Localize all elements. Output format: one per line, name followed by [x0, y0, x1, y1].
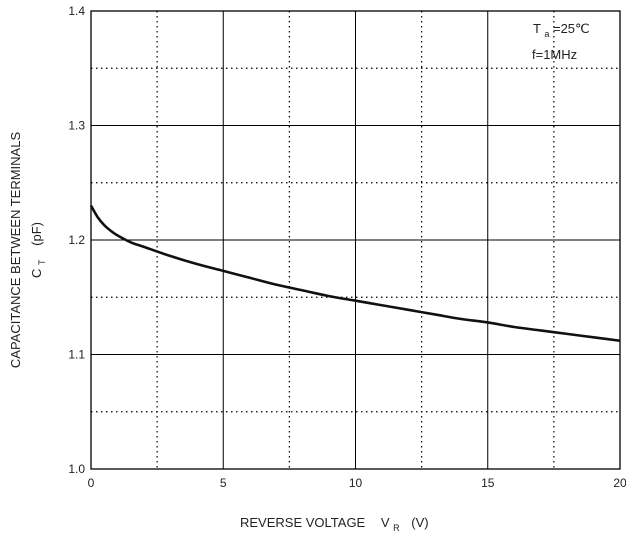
- x-tick-label: 20: [613, 476, 626, 490]
- minor-grid: [91, 11, 620, 469]
- x-tick-label: 10: [349, 476, 363, 490]
- condition-temperature: T a =25℃: [533, 21, 590, 40]
- x-tick-labels: 0 5 10 15 20: [88, 476, 626, 490]
- series-layer: [89, 205, 621, 343]
- y-axis-label: CAPACITANCE BETWEEN TERMINALS: [8, 132, 23, 369]
- y-tick-label: 1.2: [68, 233, 85, 247]
- x-tick-label: 5: [220, 476, 227, 490]
- x-tick-label: 0: [88, 476, 95, 490]
- condition-frequency: f=1MHz: [532, 47, 577, 62]
- series-line: [89, 205, 621, 343]
- y-tick-label: 1.0: [68, 462, 85, 476]
- plot-area-frame: [90, 10, 621, 470]
- y-tick-label: 1.3: [68, 119, 85, 133]
- x-axis-label: REVERSE VOLTAGE V R (V): [240, 515, 429, 534]
- major-grid: [91, 11, 620, 469]
- y-tick-label: 1.4: [68, 4, 85, 18]
- y-axis-unit-label: C T (pF): [29, 222, 48, 278]
- y-tick-label: 1.1: [68, 348, 85, 362]
- y-tick-labels: 1.0 1.1 1.2 1.3 1.4: [68, 4, 85, 476]
- x-tick-label: 15: [481, 476, 495, 490]
